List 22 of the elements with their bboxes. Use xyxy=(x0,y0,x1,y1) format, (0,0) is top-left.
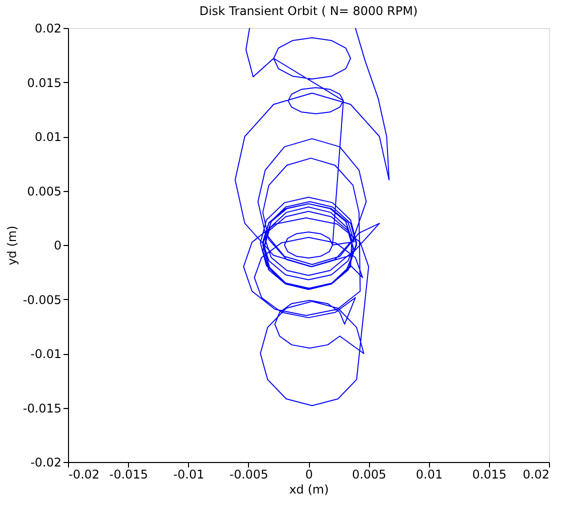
y-tick-label: -0.015 xyxy=(22,401,62,416)
x-axis-title: xd (m) xyxy=(289,482,329,496)
y-tick-label: -0.02 xyxy=(30,456,62,470)
y-tick-label: -0.005 xyxy=(22,292,62,307)
x-tick-label: 0.005 xyxy=(352,468,386,482)
x-tick-label: -0.015 xyxy=(109,468,148,482)
y-axis-title: yd (m) xyxy=(4,226,19,266)
x-tick-label: -0.01 xyxy=(173,468,204,482)
x-tick-label: 0.02 xyxy=(522,468,550,482)
y-tick-label: 0.02 xyxy=(34,22,62,36)
chart-title: Disk Transient Orbit ( N= 8000 RPM) xyxy=(199,4,418,18)
x-tick-label: -0.02 xyxy=(68,468,100,482)
y-tick-label: -0.01 xyxy=(30,347,62,361)
x-tick-label: 0.015 xyxy=(472,468,507,482)
y-tick-label: 0.01 xyxy=(34,130,62,144)
y-tick-label: 0 xyxy=(54,238,62,252)
x-tick-label: 0.01 xyxy=(416,468,443,482)
x-tick-label: 0 xyxy=(305,468,313,482)
y-tick-label: 0.015 xyxy=(27,76,62,90)
x-tick-label: -0.005 xyxy=(230,468,268,482)
line-series xyxy=(234,28,390,406)
y-tick-label: 0.005 xyxy=(27,184,62,198)
